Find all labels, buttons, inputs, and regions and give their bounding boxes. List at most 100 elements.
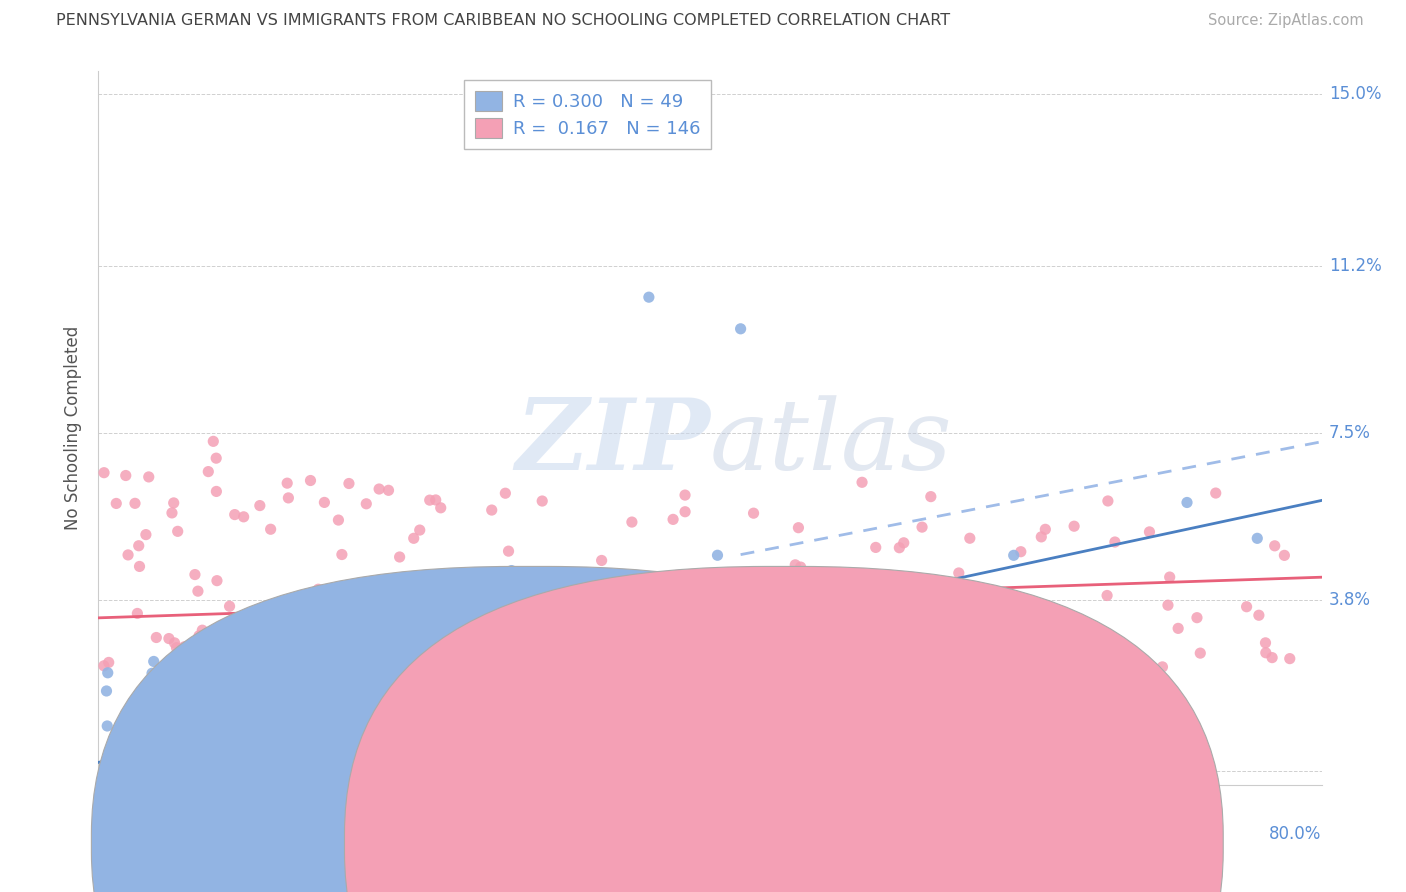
Point	[249, 499, 271, 513]
Point	[218, 599, 240, 614]
Point	[785, 663, 807, 677]
Point	[785, 558, 807, 572]
Point	[124, 496, 146, 510]
Point	[205, 484, 228, 499]
Point	[359, 615, 381, 630]
Point	[1185, 610, 1208, 624]
Point	[368, 595, 391, 609]
Point	[420, 662, 443, 676]
Point	[177, 705, 200, 719]
Point	[217, 667, 239, 681]
Point	[207, 680, 229, 694]
Point	[233, 706, 256, 721]
Point	[149, 715, 172, 730]
Point	[534, 578, 557, 592]
Point	[425, 492, 447, 507]
Point	[496, 640, 519, 655]
Point	[277, 491, 299, 505]
Point	[148, 710, 170, 724]
Point	[187, 584, 209, 599]
Point	[252, 722, 274, 736]
Point	[319, 731, 342, 746]
Point	[276, 476, 298, 491]
Point	[232, 509, 254, 524]
Point	[215, 670, 238, 684]
Point	[114, 468, 136, 483]
Point	[170, 702, 193, 716]
Point	[183, 655, 205, 669]
Point	[547, 665, 569, 679]
Point	[375, 597, 398, 611]
Text: Source: ZipAtlas.com: Source: ZipAtlas.com	[1208, 13, 1364, 29]
Point	[1261, 650, 1284, 665]
Point	[620, 515, 643, 529]
Point	[957, 602, 980, 616]
Point	[145, 631, 167, 645]
Point	[911, 520, 934, 534]
Point	[508, 610, 530, 624]
Point	[207, 738, 229, 752]
Point	[948, 566, 970, 580]
Text: Immigrants from Caribbean: Immigrants from Caribbean	[813, 834, 1042, 852]
Point	[409, 523, 432, 537]
Point	[1254, 646, 1277, 660]
Point	[93, 658, 115, 673]
Point	[142, 655, 165, 669]
Point	[1029, 645, 1052, 659]
Point	[337, 476, 360, 491]
Point	[1247, 608, 1270, 623]
Point	[756, 592, 779, 607]
Point	[314, 495, 336, 509]
Text: ZIP: ZIP	[515, 394, 710, 491]
Point	[114, 731, 136, 746]
Point	[1272, 549, 1295, 563]
Point	[1264, 539, 1286, 553]
Point	[205, 451, 228, 466]
Point	[1205, 486, 1227, 500]
Point	[1031, 530, 1053, 544]
Point	[1236, 599, 1258, 614]
Point	[368, 482, 391, 496]
Point	[817, 681, 839, 695]
Point	[122, 694, 145, 708]
Point	[931, 615, 953, 629]
Text: atlas: atlas	[710, 395, 953, 490]
Text: 11.2%: 11.2%	[1329, 257, 1382, 275]
Point	[1095, 634, 1118, 648]
Text: Pennsylvania Germans: Pennsylvania Germans	[560, 834, 749, 852]
Point	[384, 586, 406, 600]
Point	[936, 669, 959, 683]
Point	[546, 567, 568, 582]
Point	[1159, 570, 1181, 584]
Point	[548, 610, 571, 624]
Point	[614, 658, 637, 673]
Point	[662, 512, 685, 526]
Point	[706, 548, 728, 562]
Point	[506, 664, 529, 678]
Point	[157, 632, 180, 646]
Point	[191, 623, 214, 637]
Point	[419, 493, 441, 508]
Point	[346, 581, 368, 595]
Point	[1246, 532, 1268, 546]
Legend: R = 0.300   N = 49, R =  0.167   N = 146: R = 0.300 N = 49, R = 0.167 N = 146	[464, 80, 711, 149]
Point	[1189, 646, 1212, 660]
Point	[1278, 651, 1301, 665]
Point	[197, 465, 219, 479]
Point	[742, 506, 765, 520]
Point	[135, 527, 157, 541]
Point	[794, 663, 817, 677]
Point	[1002, 549, 1025, 563]
Point	[494, 486, 516, 500]
Point	[129, 698, 152, 713]
Point	[166, 640, 188, 655]
Point	[787, 521, 810, 535]
Text: 7.5%: 7.5%	[1329, 424, 1371, 442]
Point	[1104, 535, 1126, 549]
Point	[730, 322, 752, 336]
Point	[673, 505, 696, 519]
Point	[225, 634, 247, 648]
Point	[160, 506, 183, 520]
Point	[173, 640, 195, 654]
Text: 0.0%: 0.0%	[98, 825, 141, 843]
